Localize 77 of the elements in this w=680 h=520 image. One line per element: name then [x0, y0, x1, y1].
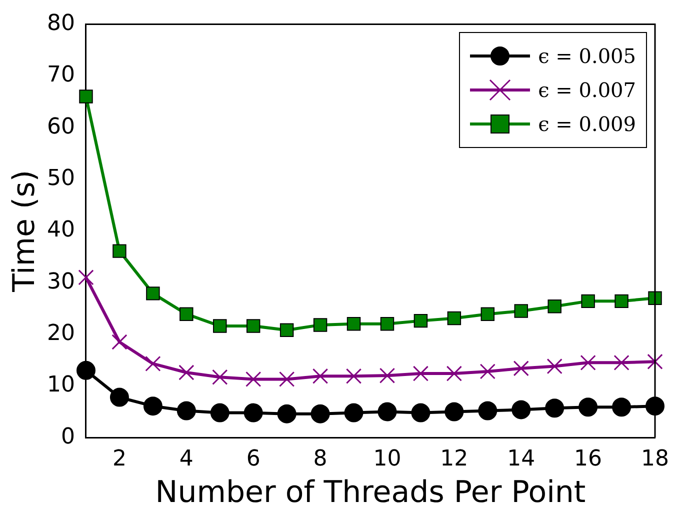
y-tick-label: 0: [60, 424, 75, 450]
point: [246, 371, 262, 388]
point: [646, 396, 665, 416]
point: [277, 404, 296, 424]
point: [513, 360, 529, 376]
y-tick-label: 40: [46, 218, 75, 243]
point: [110, 388, 129, 407]
point: [180, 307, 194, 321]
point: [112, 334, 128, 350]
point: [346, 368, 362, 384]
x-tick-label: 16: [574, 446, 602, 472]
point: [446, 366, 462, 382]
point: [411, 403, 430, 422]
x-tick-label: 14: [507, 446, 536, 472]
x-tick-label: 2: [112, 446, 126, 472]
x-tick-label: 4: [179, 446, 194, 472]
x-tick-label: 8: [313, 446, 328, 472]
point: [512, 400, 531, 420]
point: [143, 396, 162, 416]
point: [310, 404, 330, 424]
point: [244, 403, 263, 422]
point: [614, 354, 630, 370]
point: [246, 319, 260, 333]
point: [414, 314, 428, 328]
point: [210, 403, 230, 422]
x-axis-title: Number of Threads Per Point: [155, 474, 586, 510]
y-tick-label: 80: [46, 10, 75, 36]
point: [412, 366, 429, 382]
point: [612, 398, 632, 417]
point: [79, 90, 93, 104]
point: [212, 369, 228, 385]
point: [514, 304, 528, 318]
point: [112, 244, 126, 258]
y-tick-label: 20: [46, 320, 75, 346]
point: [344, 403, 364, 422]
point: [176, 401, 196, 420]
point: [614, 294, 628, 308]
point: [78, 270, 94, 286]
point: [548, 299, 562, 314]
x-tick-label: 6: [246, 446, 260, 472]
point: [145, 356, 161, 372]
point: [178, 364, 194, 380]
point: [280, 323, 294, 337]
y-tick-label: 70: [46, 62, 75, 88]
legend-label: ϵ = 0.007: [538, 78, 636, 102]
y-tick-label: 60: [46, 114, 75, 140]
point: [545, 398, 564, 418]
point: [581, 294, 595, 308]
legend-label: ϵ = 0.005: [538, 44, 636, 68]
x-tick-label: 18: [641, 446, 670, 472]
point: [444, 402, 464, 422]
point: [76, 360, 96, 380]
point: [346, 317, 361, 331]
point: [279, 371, 295, 388]
point: [213, 319, 227, 333]
point: [647, 354, 663, 370]
point: [313, 318, 328, 332]
point: [480, 307, 495, 321]
point: [380, 317, 394, 331]
point: [478, 401, 498, 420]
y-tick-label: 30: [46, 269, 75, 294]
point: [378, 402, 397, 422]
y-tick-label: 50: [46, 166, 75, 191]
x-tick-label: 12: [440, 446, 468, 472]
y-tick-label: 10: [46, 372, 75, 398]
legend-label: ϵ = 0.009: [538, 112, 636, 136]
point: [546, 358, 562, 374]
point: [580, 354, 596, 370]
point: [578, 398, 598, 417]
point: [312, 368, 328, 384]
point: [379, 368, 396, 384]
point: [480, 364, 496, 380]
y-axis-title: Time (s): [6, 170, 42, 293]
x-tick-label: 10: [373, 446, 402, 472]
point: [146, 286, 160, 300]
point: [447, 311, 462, 326]
point: [648, 291, 662, 305]
